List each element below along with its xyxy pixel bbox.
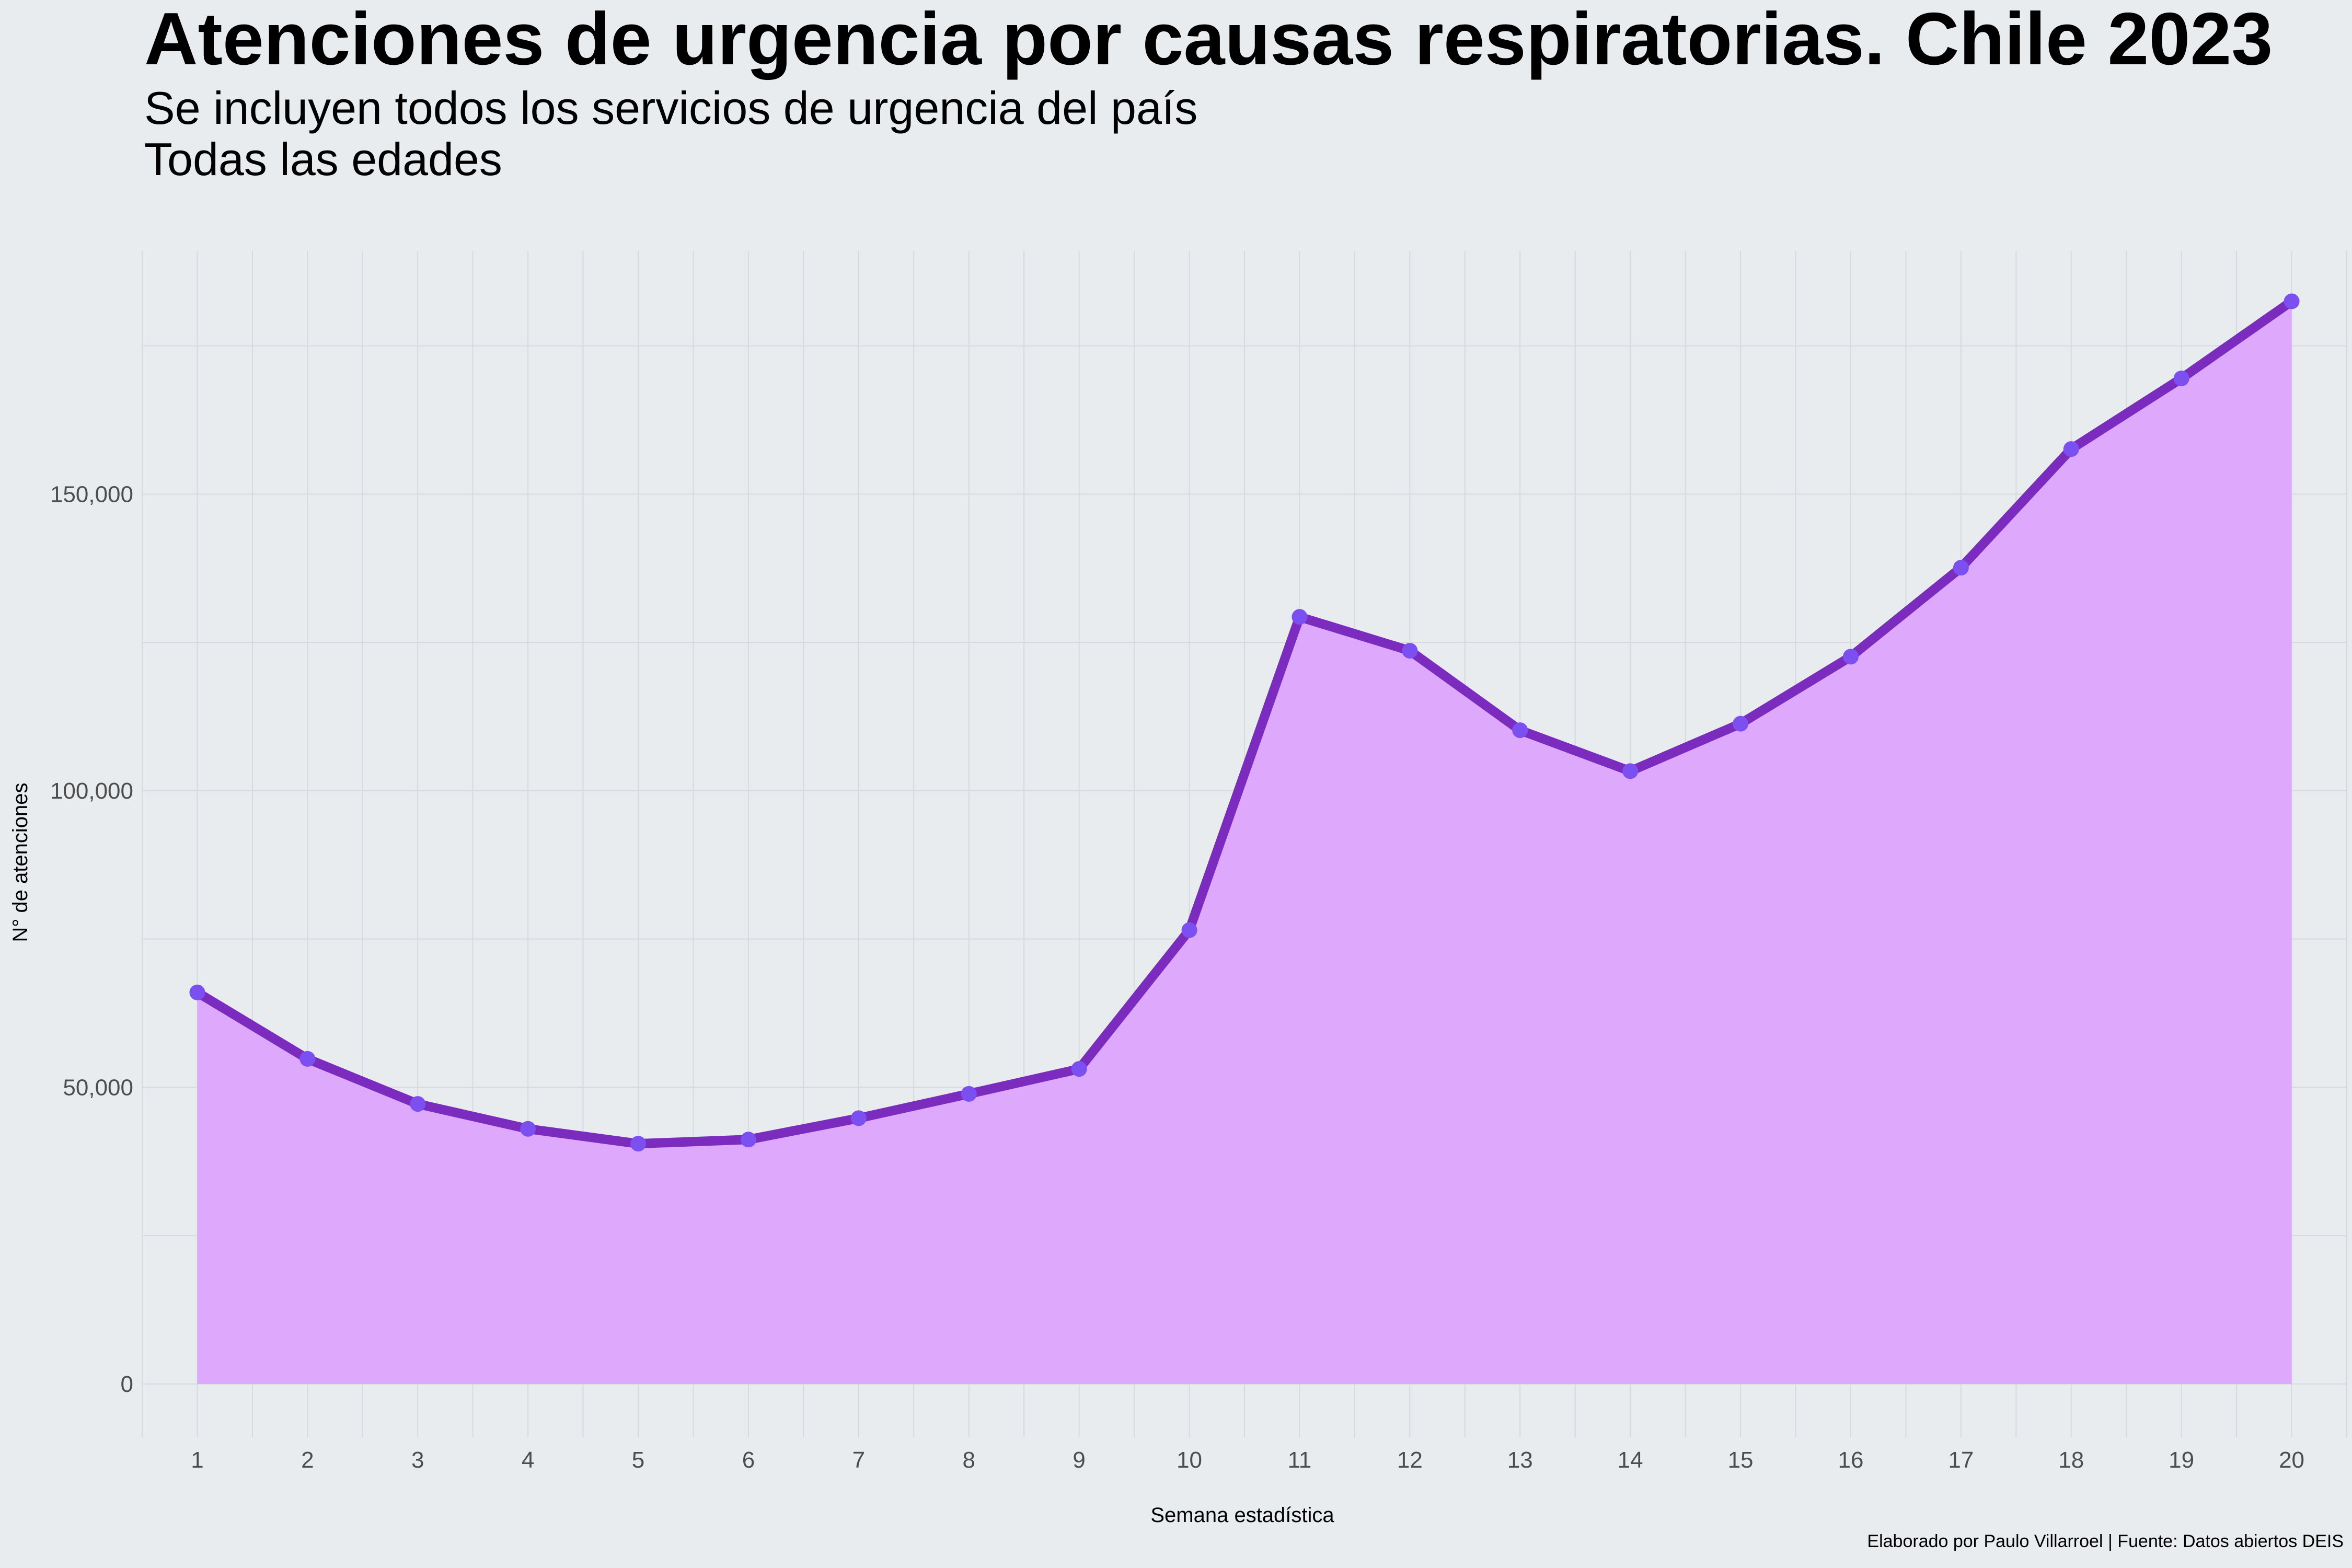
x-tick-label: 2 (301, 1447, 314, 1473)
x-axis-label: Semana estadística (1150, 1504, 1334, 1527)
data-point (1292, 609, 1308, 625)
y-axis-label: N° de atenciones (9, 782, 32, 942)
x-tick-label: 3 (411, 1447, 424, 1473)
chart-subtitle-ages: Todas las edades (144, 133, 502, 185)
x-tick-label: 16 (1838, 1447, 1863, 1473)
data-point (1512, 722, 1528, 739)
series-line (192, 296, 2297, 1149)
x-tick-label: 11 (1288, 1447, 1312, 1473)
x-tick-label: 20 (2279, 1447, 2304, 1473)
x-tick-label: 19 (2169, 1447, 2194, 1473)
x-tick-label: 18 (2058, 1447, 2084, 1473)
x-tick-label: 4 (522, 1447, 534, 1473)
x-tick-label: 10 (1177, 1447, 1202, 1473)
x-tick-label: 12 (1397, 1447, 1423, 1473)
data-point (2173, 371, 2189, 387)
data-point (1733, 716, 1749, 732)
data-point (1953, 560, 1969, 576)
x-tick-label: 7 (852, 1447, 865, 1473)
data-point (1842, 649, 1859, 665)
x-tick-label: 14 (1618, 1447, 1643, 1473)
data-point (1402, 642, 1418, 659)
data-point (850, 1110, 867, 1126)
chart-title: Atenciones de urgencia por causas respir… (144, 0, 2273, 80)
x-tick-label: 8 (963, 1447, 975, 1473)
data-points (189, 293, 2300, 1152)
x-tick-label: 17 (1948, 1447, 1974, 1473)
data-point (1181, 922, 1197, 938)
y-axis-ticks: 0 50,000 100,000 150,000 (50, 481, 133, 1397)
data-point (2284, 293, 2300, 309)
data-point (740, 1132, 756, 1148)
x-tick-label: 5 (632, 1447, 644, 1473)
x-tick-label: 1 (191, 1447, 203, 1473)
x-tick-label: 15 (1728, 1447, 1754, 1473)
data-point (1622, 763, 1639, 779)
data-point (299, 1051, 316, 1067)
y-tick-label: 150,000 (50, 481, 133, 507)
y-tick-label: 50,000 (63, 1075, 133, 1100)
chart-subtitle: Se incluyen todos los servicios de urgen… (144, 82, 1198, 134)
x-tick-label: 9 (1073, 1447, 1085, 1473)
x-tick-label: 13 (1507, 1447, 1533, 1473)
data-point (630, 1136, 647, 1152)
data-point (2063, 441, 2079, 457)
data-point (189, 984, 205, 1000)
data-point (410, 1096, 426, 1112)
x-axis-ticks: 1 2 3 4 5 6 7 8 9 10 11 12 13 14 15 16 17 18 19 20 (191, 1447, 2304, 1473)
chart-caption: Elaborado por Paulo Villarroel | Fuente:… (1867, 1531, 2344, 1551)
x-tick-label: 6 (742, 1447, 755, 1473)
data-point (520, 1121, 536, 1137)
data-point (1071, 1061, 1087, 1077)
y-tick-label: 100,000 (50, 778, 133, 804)
area-fill (197, 301, 2292, 1384)
data-point (961, 1086, 977, 1102)
y-tick-label: 0 (121, 1371, 133, 1397)
